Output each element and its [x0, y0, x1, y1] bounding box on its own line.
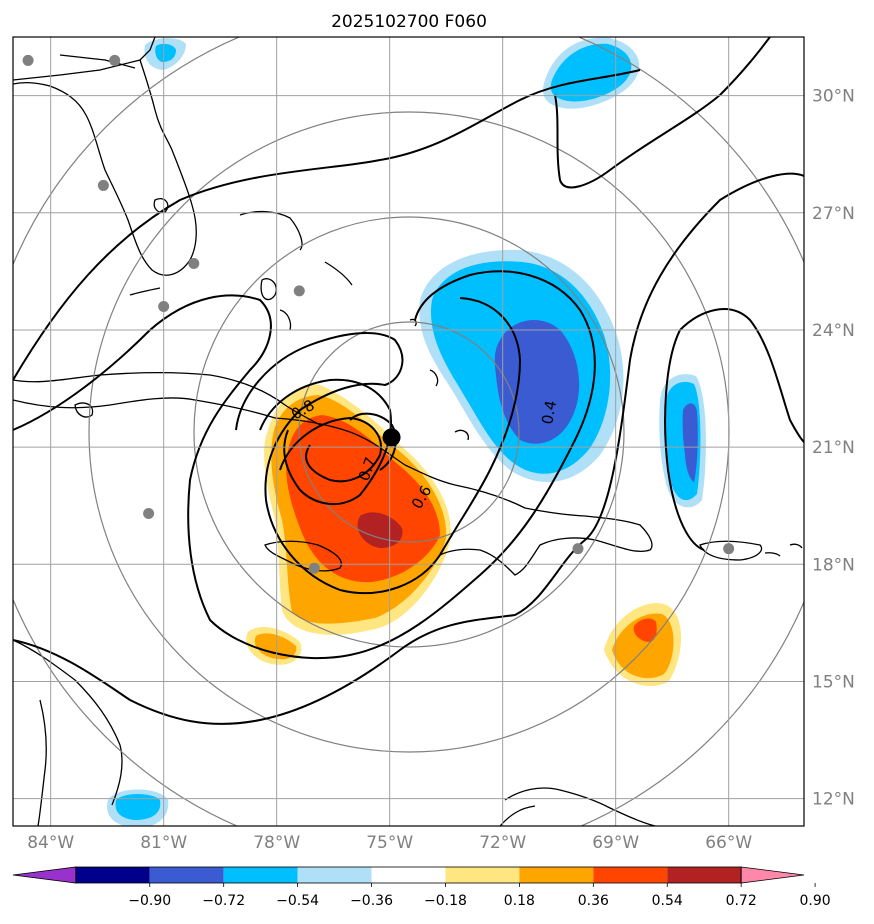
colorbar-label-9: 0.90 [800, 893, 831, 909]
station-point-4 [158, 301, 170, 313]
gridlines [13, 37, 804, 826]
small-positive-east-orange [612, 613, 674, 679]
station-point-1 [109, 54, 121, 66]
colorbar-label-6: 0.36 [578, 893, 609, 909]
colorbar-box-4 [297, 867, 372, 883]
station-point-8 [572, 543, 584, 555]
lat-label-0: 30°N [812, 87, 855, 107]
colorbar-label-5: 0.18 [504, 893, 535, 909]
colorbar-label-4: −0.18 [424, 893, 467, 909]
colorbar-box-6 [445, 867, 520, 883]
coastlines [13, 37, 803, 826]
small-negative-east-core [682, 403, 698, 482]
lon-label-4: 72°W [479, 833, 526, 853]
station-point-7 [308, 562, 320, 574]
map-frame [12, 36, 805, 827]
small-negative-nw-blue [155, 43, 176, 62]
contour-lines [13, 37, 804, 725]
colorbar-box-8 [593, 867, 668, 883]
colorbar-box-1 [75, 867, 150, 883]
colorbar [12, 866, 816, 887]
latitude-labels: 30°N 27°N 24°N 21°N 18°N 15°N 12°N [812, 87, 855, 810]
map-panel: 0.4 0.6 0.7 0.8 [13, 37, 804, 826]
lat-label-1: 27°N [812, 204, 855, 224]
lon-label-6: 66°W [705, 833, 752, 853]
small-positive-west-orange [254, 633, 297, 660]
lon-label-3: 75°W [366, 833, 413, 853]
small-positive-east-red [633, 618, 657, 642]
lat-label-4: 18°N [812, 555, 855, 575]
small-negative-north-blue [550, 43, 632, 102]
colorbar-extend-high [740, 866, 805, 884]
lon-label-0: 84°W [27, 833, 74, 853]
lat-label-6: 12°N [812, 790, 855, 810]
positive-anomaly-red [286, 415, 440, 583]
lon-label-1: 81°W [140, 833, 187, 853]
colorbar-box-3 [223, 867, 298, 883]
positive-anomaly-darkred [357, 512, 403, 548]
colorbar-tick-labels: −0.90 −0.72 −0.54 −0.36 −0.18 0.18 0.36 0.54 0.7… [128, 893, 830, 909]
colorbar-box-5 [371, 867, 446, 883]
station-point-0 [22, 54, 34, 66]
colorbar-label-7: 0.54 [652, 893, 683, 909]
station-points [22, 54, 735, 574]
lon-label-5: 69°W [592, 833, 639, 853]
station-point-6 [143, 508, 155, 520]
station-point-9 [723, 543, 735, 555]
contour-label-0.4: 0.4 [538, 399, 560, 426]
lat-label-5: 15°N [812, 672, 855, 692]
small-negative-sw-blue [115, 794, 161, 820]
colorbar-box-2 [149, 867, 224, 883]
colorbar-label-8: 0.72 [726, 893, 757, 909]
lat-label-3: 21°N [812, 438, 855, 458]
station-point-2 [97, 179, 109, 191]
colorbar-label-0: −0.90 [128, 893, 171, 909]
lat-label-2: 24°N [812, 321, 855, 341]
storm-center-marker [382, 428, 401, 447]
colorbar-outline [75, 866, 742, 884]
lon-label-2: 78°W [253, 833, 300, 853]
station-point-3 [188, 258, 200, 270]
colorbar-label-1: −0.72 [202, 893, 245, 909]
station-point-5 [293, 285, 305, 297]
negative-anomaly-core [494, 319, 580, 444]
colorbar-extend-low [12, 866, 77, 884]
colorbar-label-2: −0.54 [276, 893, 319, 909]
longitude-labels: 84°W 81°W 78°W 75°W 72°W 69°W 66°W [27, 833, 752, 853]
colorbar-box-7 [519, 867, 594, 883]
figure-title: 2025102700 F060 [331, 12, 487, 32]
colorbar-box-9 [667, 867, 742, 883]
colorbar-label-3: −0.36 [350, 893, 393, 909]
